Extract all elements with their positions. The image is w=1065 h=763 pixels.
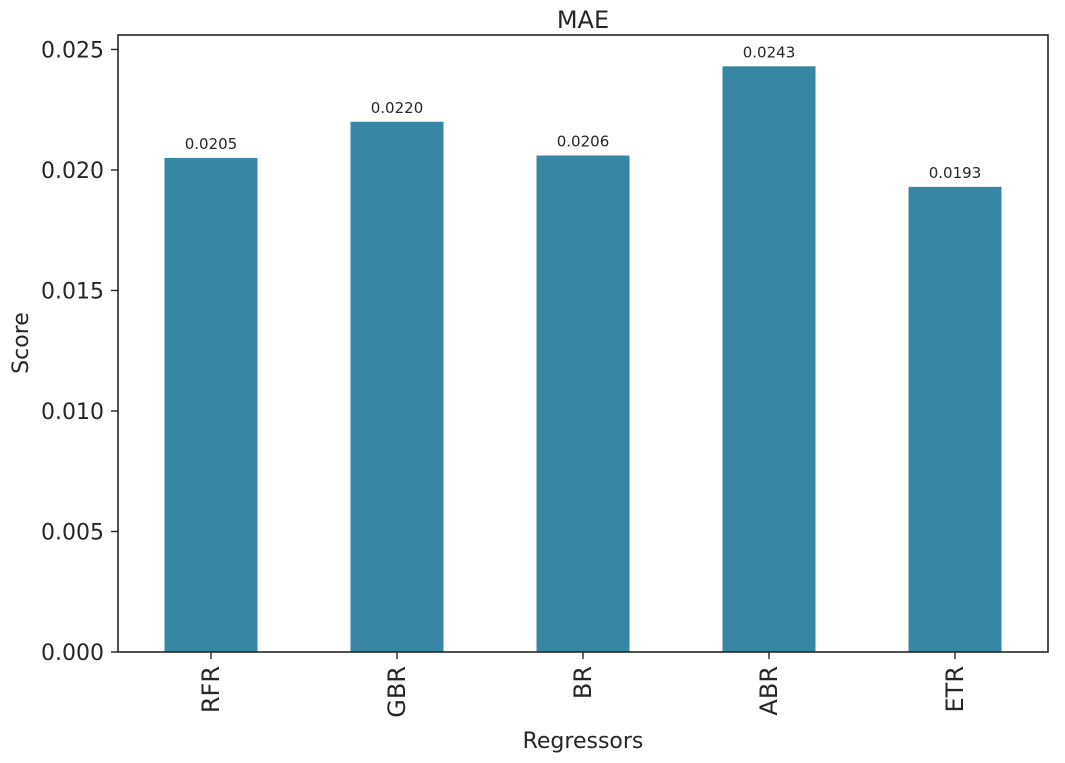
x-tick-label-br: BR — [569, 666, 597, 699]
bar-rfr — [164, 157, 258, 652]
y-tick-label: 0.005 — [41, 520, 104, 545]
y-tick-label: 0.000 — [41, 641, 104, 666]
chart-title: MAE — [557, 6, 609, 34]
bar-etr — [908, 186, 1002, 652]
y-axis-ticks: 0.000 0.005 0.010 0.015 0.020 0.025 — [41, 38, 118, 666]
x-axis-ticks: RFR GBR BR ABR ETR — [197, 652, 969, 718]
data-labels-layer: 0.0205 0.0220 0.0206 0.0243 0.0193 — [185, 43, 982, 182]
y-axis-label: Score — [9, 312, 34, 374]
y-tick-label: 0.015 — [41, 279, 104, 304]
data-label-br: 0.0206 — [557, 133, 610, 151]
y-tick-label: 0.010 — [41, 400, 104, 425]
data-label-rfr: 0.0205 — [185, 135, 238, 153]
x-axis-label: Regressors — [523, 729, 644, 754]
y-tick-label: 0.020 — [41, 159, 104, 184]
bar-br — [536, 155, 630, 652]
data-label-abr: 0.0243 — [743, 43, 796, 61]
x-tick-label-rfr: RFR — [197, 666, 225, 713]
data-label-gbr: 0.0220 — [371, 99, 424, 117]
y-tick-label: 0.025 — [41, 38, 104, 63]
plot-frame — [117, 34, 1049, 653]
x-tick-label-abr: ABR — [755, 666, 783, 716]
x-tick-label-etr: ETR — [941, 666, 969, 713]
data-label-etr: 0.0193 — [929, 164, 982, 182]
bar-gbr — [350, 121, 444, 652]
bar-abr — [722, 66, 816, 652]
x-tick-label-gbr: GBR — [383, 666, 411, 718]
bars-layer — [164, 66, 1002, 652]
